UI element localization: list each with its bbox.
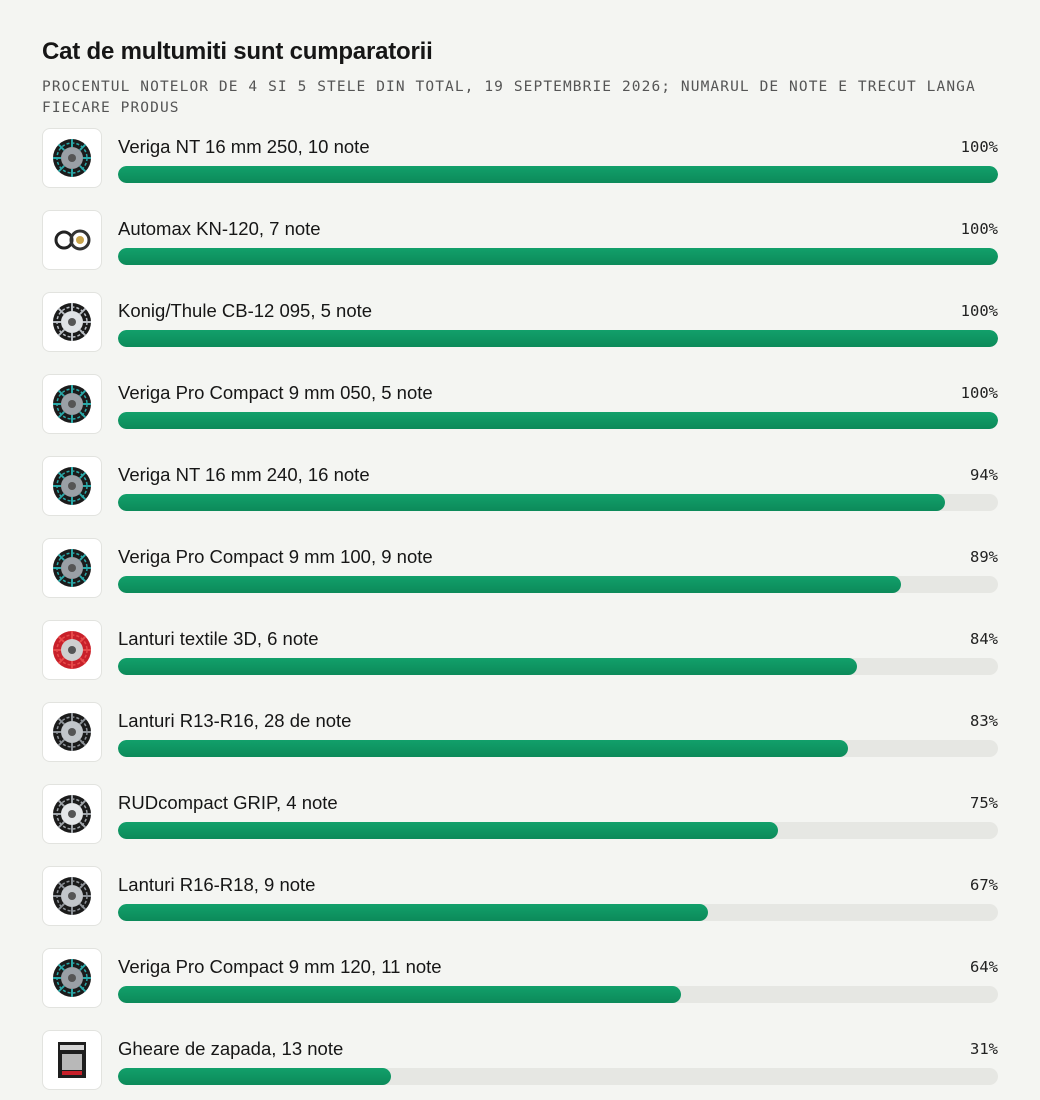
bar-value-label: 100% bbox=[960, 220, 998, 238]
bar-fill bbox=[118, 330, 998, 347]
bar-value-label: 84% bbox=[970, 630, 998, 648]
bar-row: Veriga Pro Compact 9 mm 100, 9 note 89% bbox=[0, 538, 1040, 598]
tire-chain-teal-icon bbox=[42, 456, 102, 516]
bar-track bbox=[118, 904, 998, 921]
bar-value-label: 75% bbox=[970, 794, 998, 812]
bar-track bbox=[118, 248, 998, 265]
bar-fill bbox=[118, 658, 858, 675]
bar-track bbox=[118, 166, 998, 183]
tire-chain-teal-icon bbox=[42, 538, 102, 598]
bar-track bbox=[118, 576, 998, 593]
bar-row: Veriga Pro Compact 9 mm 120, 11 note 64% bbox=[0, 948, 1040, 1008]
bar-row: Veriga NT 16 mm 240, 16 note 94% bbox=[0, 456, 1040, 516]
chart-subtitle: PROCENTUL NOTELOR DE 4 SI 5 STELE DIN TO… bbox=[42, 79, 976, 116]
bar-category-label: Veriga NT 16 mm 250, 10 note bbox=[118, 136, 370, 157]
bar-value-label: 64% bbox=[970, 958, 998, 976]
bar-value-label: 100% bbox=[960, 302, 998, 320]
bar-fill bbox=[118, 1068, 391, 1085]
bar-track bbox=[118, 494, 998, 511]
bar-category-label: Lanturi textile 3D, 6 note bbox=[118, 628, 319, 649]
bar-value-label: 100% bbox=[960, 138, 998, 156]
bar-fill bbox=[118, 576, 902, 593]
bar-category-label: Automax KN-120, 7 note bbox=[118, 218, 321, 239]
tire-chain-teal-icon bbox=[42, 948, 102, 1008]
bar-fill bbox=[118, 412, 998, 429]
bar-row: Lanturi R13-R16, 28 de note 83% bbox=[0, 702, 1040, 762]
bar-track bbox=[118, 658, 998, 675]
bar-fill bbox=[118, 248, 998, 265]
bar-category-label: Veriga Pro Compact 9 mm 100, 9 note bbox=[118, 546, 433, 567]
bar-row: Lanturi R16-R18, 9 note 67% bbox=[0, 866, 1040, 926]
bar-row: Konig/Thule CB-12 095, 5 note 100% bbox=[0, 292, 1040, 352]
tire-chain-teal-icon bbox=[42, 374, 102, 434]
bar-value-label: 83% bbox=[970, 712, 998, 730]
bar-track bbox=[118, 330, 998, 347]
textile-sock-red-icon bbox=[42, 620, 102, 680]
bar-value-label: 89% bbox=[970, 548, 998, 566]
snow-claw-box-icon bbox=[42, 1030, 102, 1090]
bar-fill bbox=[118, 904, 708, 921]
bar-row: Lanturi textile 3D, 6 note 84% bbox=[0, 620, 1040, 680]
bar-category-label: Lanturi R13-R16, 28 de note bbox=[118, 710, 352, 731]
bar-value-label: 31% bbox=[970, 1040, 998, 1058]
bar-row: Veriga Pro Compact 9 mm 050, 5 note 100% bbox=[0, 374, 1040, 434]
tire-chain-teal-icon bbox=[42, 128, 102, 188]
tire-chain-metal-icon bbox=[42, 702, 102, 762]
bar-row: RUDcompact GRIP, 4 note 75% bbox=[0, 784, 1040, 844]
bar-fill bbox=[118, 986, 682, 1003]
bar-track bbox=[118, 986, 998, 1003]
bar-category-label: Lanturi R16-R18, 9 note bbox=[118, 874, 316, 895]
bar-category-label: Veriga Pro Compact 9 mm 050, 5 note bbox=[118, 382, 433, 403]
bar-track bbox=[118, 412, 998, 429]
bar-value-label: 67% bbox=[970, 876, 998, 894]
bar-fill bbox=[118, 822, 778, 839]
bar-track bbox=[118, 740, 998, 757]
bar-row: Gheare de zapada, 13 note 31% bbox=[0, 1030, 1040, 1090]
tire-chain-grip-icon bbox=[42, 784, 102, 844]
bar-fill bbox=[118, 166, 998, 183]
tire-chain-silver-icon bbox=[42, 292, 102, 352]
chain-pair-icon bbox=[42, 210, 102, 270]
bar-category-label: Gheare de zapada, 13 note bbox=[118, 1038, 344, 1059]
bar-value-label: 100% bbox=[960, 384, 998, 402]
bar-fill bbox=[118, 494, 946, 511]
bar-value-label: 94% bbox=[970, 466, 998, 484]
bar-category-label: Veriga Pro Compact 9 mm 120, 11 note bbox=[118, 956, 442, 977]
bar-row: Veriga NT 16 mm 250, 10 note 100% bbox=[0, 128, 1040, 188]
bar-category-label: Veriga NT 16 mm 240, 16 note bbox=[118, 464, 370, 485]
bar-row: Automax KN-120, 7 note 100% bbox=[0, 210, 1040, 270]
bar-track bbox=[118, 1068, 998, 1085]
bar-track bbox=[118, 822, 998, 839]
chart-title: Cat de multumiti sunt cumparatorii bbox=[42, 38, 433, 65]
bar-fill bbox=[118, 740, 849, 757]
bar-category-label: RUDcompact GRIP, 4 note bbox=[118, 792, 338, 813]
tire-chain-metal-icon bbox=[42, 866, 102, 926]
bar-category-label: Konig/Thule CB-12 095, 5 note bbox=[118, 300, 373, 321]
